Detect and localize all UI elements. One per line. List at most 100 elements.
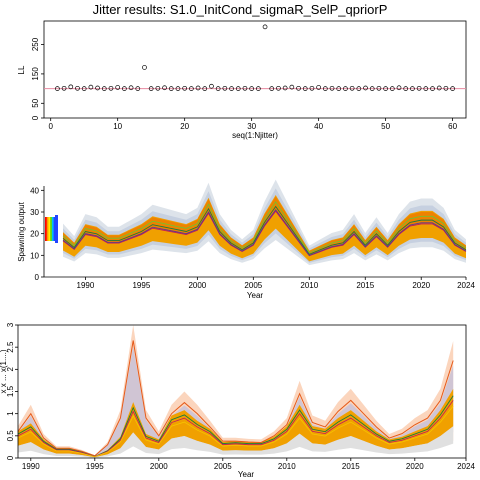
x-tick-label: 10 bbox=[113, 122, 122, 131]
y-tick-label: 2.5 bbox=[6, 341, 15, 353]
ratio-panel: 1990 1995 2000 2005 2010 2015 2020 2024 0 0.5 1 1.… bbox=[0, 322, 475, 479]
jitter-point bbox=[162, 85, 167, 91]
x-tick-label: 2015 bbox=[342, 462, 360, 471]
inner-band bbox=[18, 388, 454, 458]
x-tick-label: 1995 bbox=[132, 281, 150, 290]
x-tick-label: 0 bbox=[48, 122, 53, 131]
jitter-points bbox=[55, 24, 455, 91]
series-line bbox=[62, 209, 467, 256]
series-line bbox=[62, 205, 467, 255]
y-tick-label: 20 bbox=[30, 230, 39, 239]
legend-swatch bbox=[46, 217, 49, 241]
jitter-point bbox=[383, 86, 388, 91]
jitter-point bbox=[343, 86, 348, 91]
x-tick-label: 2015 bbox=[356, 281, 374, 290]
jitter-point bbox=[209, 83, 214, 89]
ratio-x-ticks: 1990 1995 2000 2005 2010 2015 2020 2024 bbox=[22, 458, 475, 471]
series-line bbox=[62, 200, 467, 254]
jitter-point bbox=[128, 85, 134, 91]
series-line bbox=[62, 210, 467, 257]
jitter-point bbox=[108, 85, 114, 91]
x-tick-label: 60 bbox=[448, 122, 457, 131]
jitter-point bbox=[410, 86, 415, 91]
legend-bar bbox=[55, 215, 58, 243]
x-tick-label: 2024 bbox=[457, 462, 475, 471]
jitter-point bbox=[336, 86, 342, 91]
y-tick-label: 0 bbox=[6, 455, 15, 460]
x-tick-label: 2020 bbox=[406, 462, 424, 471]
color-legend bbox=[45, 215, 58, 243]
jitter-point bbox=[450, 86, 455, 91]
x-tick-label: 30 bbox=[247, 122, 256, 131]
jitter-y-ticks: 0 50 150 250 bbox=[31, 37, 44, 120]
jitter-point bbox=[101, 86, 107, 91]
inner-band-top bbox=[63, 196, 467, 256]
y-tick-label: 50 bbox=[31, 98, 40, 107]
jitter-point bbox=[215, 86, 221, 91]
jitter-point bbox=[262, 24, 268, 30]
jitter-point bbox=[296, 85, 301, 91]
spawning-y-label: Spawning output bbox=[17, 201, 26, 261]
x-tick-label: 40 bbox=[314, 122, 323, 131]
jitter-point bbox=[142, 65, 147, 70]
lower-band bbox=[18, 426, 454, 458]
y-tick-label: 250 bbox=[31, 37, 40, 51]
y-tick-label: 2 bbox=[6, 367, 15, 372]
jitter-point bbox=[88, 84, 94, 90]
spawning-x-ticks: 1990 1995 2000 2005 2010 2015 2020 2024 bbox=[77, 277, 475, 290]
jitter-point bbox=[289, 84, 295, 90]
jitter-point bbox=[396, 85, 402, 91]
jitter-point bbox=[122, 86, 127, 91]
jitter-point bbox=[249, 86, 255, 91]
spawning-x-label: Year bbox=[247, 291, 264, 300]
y-tick-label: 40 bbox=[30, 186, 39, 195]
jitter-point bbox=[316, 85, 321, 90]
jitter-point bbox=[229, 86, 234, 91]
jitter-point bbox=[189, 86, 194, 91]
x-tick-label: 20 bbox=[180, 122, 189, 131]
jitter-point bbox=[182, 85, 188, 91]
x-tick-label: 2024 bbox=[457, 281, 475, 290]
jitter-point bbox=[356, 86, 362, 91]
jitter-point bbox=[276, 85, 281, 91]
jitter-point bbox=[242, 85, 248, 91]
jitter-point bbox=[389, 86, 395, 91]
y-tick-label: 10 bbox=[30, 251, 39, 260]
x-tick-label: 2005 bbox=[244, 281, 262, 290]
jitter-point bbox=[115, 85, 121, 90]
x-tick-label: 1990 bbox=[77, 281, 95, 290]
y-tick-label: 30 bbox=[30, 208, 39, 217]
jitter-point bbox=[202, 86, 208, 91]
x-tick-label: 2010 bbox=[278, 462, 296, 471]
y-tick-label: 0 bbox=[31, 115, 40, 120]
ratio-y-label: x x ... x(1....) bbox=[0, 349, 8, 393]
x-tick-label: 2020 bbox=[412, 281, 430, 290]
ratio-bands bbox=[18, 325, 454, 458]
y-tick-label: 0 bbox=[35, 273, 40, 282]
spawning-output-panel: 1990 1995 2000 2005 2010 2015 2020 2024 0 10 20 30… bbox=[17, 179, 475, 300]
x-tick-label: 2010 bbox=[300, 281, 318, 290]
jitter-point bbox=[68, 84, 74, 90]
x-tick-label: 2000 bbox=[188, 281, 206, 290]
upper-line bbox=[17, 340, 454, 457]
jitter-point bbox=[443, 85, 449, 91]
outer-band bbox=[18, 325, 454, 458]
yellow-line bbox=[17, 405, 454, 458]
legend-swatch bbox=[51, 217, 54, 241]
jitter-point bbox=[175, 86, 181, 91]
jitter-point bbox=[423, 86, 429, 91]
x-tick-label: 50 bbox=[381, 122, 390, 131]
ratio-x-label: Year bbox=[238, 470, 255, 479]
legend-swatch bbox=[48, 217, 51, 241]
jitter-point bbox=[363, 85, 368, 91]
jitter-point bbox=[95, 85, 100, 91]
legend-swatch bbox=[50, 217, 53, 241]
jitter-point bbox=[235, 86, 241, 91]
jitter-point bbox=[329, 85, 335, 91]
jitter-point bbox=[222, 85, 228, 91]
ratio-y-ticks: 0 0.5 1 1.5 2 2.5 3 x x ... x(1....) bbox=[0, 322, 18, 460]
jitter-plot-frame bbox=[43, 20, 467, 119]
jitter-point bbox=[148, 86, 154, 91]
jitter-point bbox=[155, 85, 161, 91]
